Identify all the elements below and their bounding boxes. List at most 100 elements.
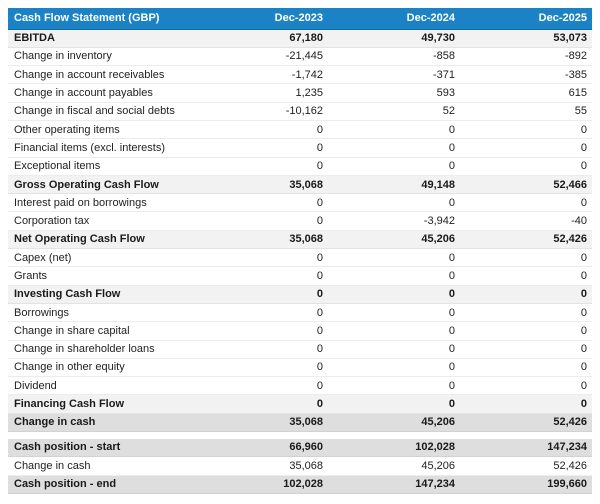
table-row: Cash position - end 102,028 147,234 199,660 xyxy=(8,475,592,494)
table-row: Change in inventory -21,445 -858 -892 xyxy=(8,47,592,66)
row-label: Cash position - end xyxy=(14,478,117,491)
row-value: 1,235 xyxy=(295,87,323,100)
row-value: 52,426 xyxy=(553,459,587,472)
row-value: -371 xyxy=(432,68,455,81)
cash-flow-statement-table: Cash Flow Statement (GBP) Dec-2023 Dec-2… xyxy=(8,8,592,494)
row-value: 45,206 xyxy=(421,416,455,429)
row-label: Financing Cash Flow xyxy=(14,398,125,411)
row-value: 0 xyxy=(580,343,587,356)
table-row: EBITDA 67,180 49,730 53,073 xyxy=(8,29,592,48)
table-row: Change in share capital 0 0 0 xyxy=(8,321,592,341)
row-label: Corporation tax xyxy=(14,215,90,228)
table-row: Change in account receivables -1,742 -371 -… xyxy=(8,65,592,84)
row-value: 0 xyxy=(316,270,323,282)
row-value: -3,942 xyxy=(423,215,455,228)
row-value: 52 xyxy=(442,105,455,118)
table-body: EBITDA 67,180 49,730 53,073 Change in invent… xyxy=(8,29,592,494)
row-value: 35,068 xyxy=(289,233,323,246)
row-value: 55 xyxy=(574,105,587,118)
column-header-dec-2024: Dec-2024 xyxy=(328,8,460,30)
row-value: 0 xyxy=(316,343,323,356)
row-label: Grants xyxy=(14,270,48,282)
row-value: 0 xyxy=(580,306,587,319)
table-title: Cash Flow Statement (GBP) xyxy=(8,8,196,30)
row-value: 0 xyxy=(448,324,455,337)
row-label: Borrowings xyxy=(14,306,70,319)
row-value: 199,660 xyxy=(547,478,587,491)
row-value: -10,162 xyxy=(285,105,323,118)
row-value: 0 xyxy=(316,306,323,319)
table-row: Cash position - start 66,960 102,028 147,23… xyxy=(8,438,592,457)
spacer-row xyxy=(8,431,592,439)
table-row: Dividend 0 0 0 xyxy=(8,376,592,395)
table-row: Investing Cash Flow 0 0 0 xyxy=(8,285,592,304)
row-value: 0 xyxy=(448,361,455,374)
row-value: 0 xyxy=(448,343,455,356)
row-value: 66,960 xyxy=(289,441,323,454)
row-value: 0 xyxy=(448,270,455,282)
row-label: Gross Operating Cash Flow xyxy=(14,178,159,191)
table-header-row: Cash Flow Statement (GBP) Dec-2023 Dec-2… xyxy=(8,8,592,30)
table-row: Net Operating Cash Flow 35,068 45,206 52,42… xyxy=(8,230,592,249)
row-value: 49,730 xyxy=(421,32,455,45)
row-value: 0 xyxy=(580,251,587,264)
row-value: 0 xyxy=(580,196,587,209)
row-label: Financial items (excl. interests) xyxy=(14,141,165,154)
row-label: Change in cash xyxy=(14,459,91,472)
row-value: 53,073 xyxy=(553,32,587,45)
row-value: 102,028 xyxy=(283,478,323,491)
row-value: -1,742 xyxy=(291,68,323,81)
row-value: 0 xyxy=(316,141,323,154)
row-value: 0 xyxy=(580,270,587,282)
spacer-cell xyxy=(8,432,592,439)
row-value: 615 xyxy=(568,87,587,100)
row-label: Net Operating Cash Flow xyxy=(14,233,145,246)
row-label: Change in inventory xyxy=(14,50,112,63)
table-row: Change in cash 35,068 45,206 52,426 xyxy=(8,413,592,432)
row-label: Change in shareholder loans xyxy=(14,343,155,356)
row-label: Dividend xyxy=(14,379,57,392)
row-value: 49,148 xyxy=(421,178,455,191)
row-value: 0 xyxy=(448,160,455,173)
table-row: Corporation tax 0 -3,942 -40 xyxy=(8,211,592,231)
table-row: Change in account payables 1,235 593 615 xyxy=(8,83,592,103)
row-value: 0 xyxy=(316,160,323,173)
row-value: 0 xyxy=(316,398,323,411)
table-row: Change in fiscal and social debts -10,162… xyxy=(8,102,592,121)
row-value: 0 xyxy=(448,288,455,301)
row-value: -385 xyxy=(564,68,587,81)
row-label: EBITDA xyxy=(14,32,55,45)
row-value: 52,466 xyxy=(553,178,587,191)
row-value: 0 xyxy=(580,160,587,173)
row-value: 147,234 xyxy=(547,441,587,454)
row-value: 67,180 xyxy=(289,32,323,45)
row-label: Change in share capital xyxy=(14,324,130,337)
row-value: 0 xyxy=(316,251,323,264)
row-label: Other operating items xyxy=(14,123,120,136)
row-value: 0 xyxy=(316,324,323,337)
row-value: 0 xyxy=(448,379,455,392)
row-value: -40 xyxy=(571,215,587,228)
row-value: 147,234 xyxy=(415,478,455,491)
row-value: 35,068 xyxy=(289,459,323,472)
row-value: 0 xyxy=(448,398,455,411)
table-row: Financial items (excl. interests) 0 0 0 xyxy=(8,138,592,158)
row-label: Interest paid on borrowings xyxy=(14,196,147,209)
row-value: 45,206 xyxy=(421,459,455,472)
row-value: 0 xyxy=(580,141,587,154)
row-value: 0 xyxy=(580,361,587,374)
row-label: Change in fiscal and social debts xyxy=(14,105,175,118)
row-value: 0 xyxy=(580,398,587,411)
row-value: 0 xyxy=(316,215,323,228)
row-value: 0 xyxy=(448,196,455,209)
row-value: 0 xyxy=(580,123,587,136)
column-header-dec-2023: Dec-2023 xyxy=(196,8,328,30)
row-value: 52,426 xyxy=(553,233,587,246)
row-label: Cash position - start xyxy=(14,441,121,454)
table-row: Change in cash 35,068 45,206 52,426 xyxy=(8,456,592,476)
row-value: 0 xyxy=(448,141,455,154)
row-label: Exceptional items xyxy=(14,160,101,173)
table-row: Interest paid on borrowings 0 0 0 xyxy=(8,193,592,212)
row-value: 0 xyxy=(448,306,455,319)
